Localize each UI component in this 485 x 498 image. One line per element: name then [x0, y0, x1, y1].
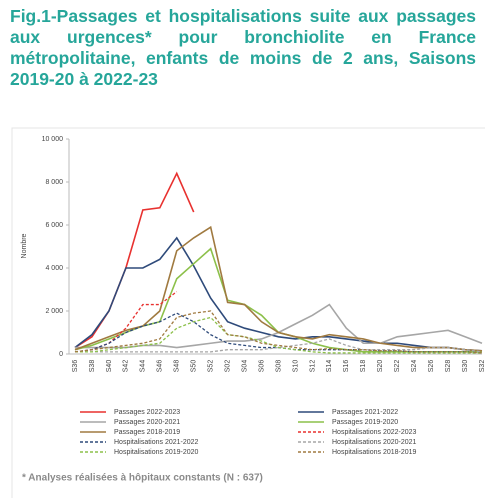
legend-label: Hospitalisations 2021-2022	[114, 439, 199, 446]
x-tick-label: S46	[157, 360, 164, 373]
legend-label: Passages 2018-2019	[114, 429, 180, 436]
legend-label: Passages 2021-2022	[332, 409, 398, 416]
series-line	[75, 316, 482, 354]
series-line	[75, 338, 483, 353]
y-tick-label: 10 000	[42, 136, 64, 143]
legend-label: Passages 2020-2021	[114, 419, 180, 426]
x-tick-label: S16	[343, 360, 350, 373]
chart-title: Fig.1-Passages et hospitalisations suite…	[10, 6, 476, 89]
series-line	[74, 236, 483, 352]
x-tick-label: S04	[241, 360, 248, 373]
footnote: * Analyses réalisées à hôpitaux constant…	[22, 473, 263, 484]
x-tick-label: S36	[72, 360, 79, 373]
legend-label: Hospitalisations 2018-2019	[332, 449, 417, 456]
y-tick-label: 2 000	[45, 308, 63, 315]
series-line	[75, 303, 483, 349]
legend-label: Hospitalisations 2020-2021	[332, 439, 417, 446]
x-tick-label: S50	[191, 360, 198, 373]
y-tick-label: 0	[59, 351, 63, 358]
y-axis-label: Nombre	[21, 233, 28, 258]
legend-label: Hospitalisations 2022-2023	[332, 429, 417, 436]
x-tick-label: S26	[428, 360, 435, 373]
series-line	[74, 310, 483, 354]
legend-label: Passages 2019-2020	[332, 419, 398, 426]
x-tick-label: S48	[174, 360, 181, 373]
x-tick-label: S44	[140, 360, 147, 373]
x-tick-label: S30	[462, 360, 469, 373]
x-tick-label: S12	[309, 360, 316, 373]
x-tick-label: S22	[394, 360, 401, 373]
legend-label: Passages 2022-2023	[114, 409, 180, 416]
series-line	[74, 291, 178, 353]
x-tick-label: S06	[258, 360, 265, 373]
y-tick-label: 6 000	[45, 222, 63, 229]
x-tick-label: S14	[326, 360, 333, 373]
legend-label: Hospitalisations 2019-2020	[114, 449, 199, 456]
x-tick-label: S40	[106, 360, 113, 373]
x-tick-label: S42	[123, 360, 130, 373]
y-tick-label: 4 000	[45, 265, 63, 272]
series-line	[74, 225, 483, 352]
series-line	[74, 171, 195, 349]
x-tick-label: S32	[479, 360, 485, 373]
x-tick-label: S20	[377, 360, 384, 373]
x-tick-label: S52	[208, 360, 215, 373]
x-tick-label: S02	[224, 360, 231, 373]
frame	[11, 127, 485, 498]
y-tick-label: 8 000	[45, 179, 63, 186]
x-tick-label: S18	[360, 360, 367, 373]
x-tick-label: S38	[89, 360, 96, 373]
x-tick-label: S24	[411, 360, 418, 373]
x-tick-label: S28	[445, 360, 452, 373]
x-tick-label: S08	[275, 360, 282, 373]
x-tick-label: S10	[292, 360, 299, 373]
